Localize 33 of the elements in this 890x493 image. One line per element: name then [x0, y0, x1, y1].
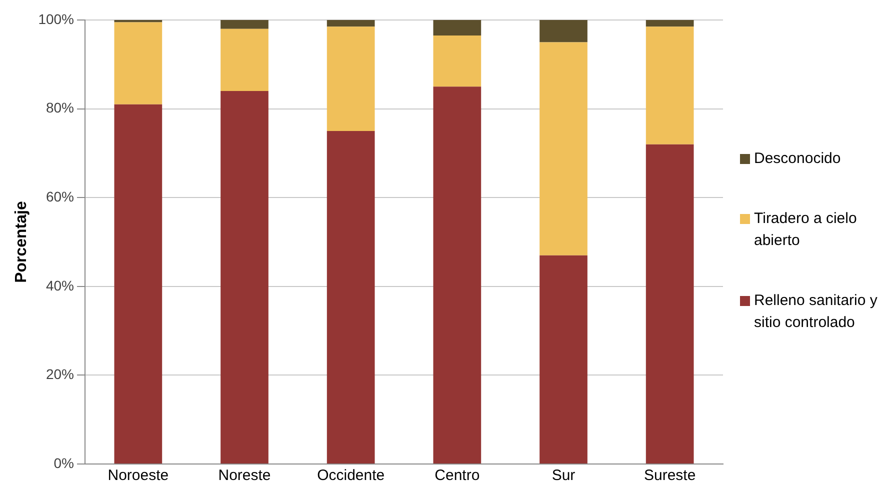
x-tick-label: Centro — [434, 467, 480, 484]
bar — [220, 28, 268, 92]
bar — [433, 36, 482, 87]
bar — [114, 22, 162, 104]
y-tick-label: 20% — [46, 366, 74, 382]
x-tick-label: Sur — [552, 467, 576, 484]
bar — [540, 42, 588, 256]
legend-label: Relleno sanitario y sitio controlado — [754, 291, 878, 333]
y-tick-label: 80% — [46, 100, 74, 116]
bar — [326, 131, 375, 464]
legend-label: Desconocido — [754, 149, 841, 169]
x-tick-label: Noroeste — [108, 467, 169, 484]
y-axis-title: Porcentaje — [13, 200, 30, 283]
bar — [220, 91, 268, 464]
bar — [646, 26, 694, 144]
bar — [326, 26, 375, 131]
y-tick-label: 60% — [46, 188, 74, 204]
bar — [433, 86, 482, 464]
bar — [433, 20, 482, 36]
bar — [540, 255, 588, 464]
bar — [114, 104, 162, 464]
x-tick-label: Noreste — [218, 467, 271, 484]
bar — [326, 20, 375, 27]
bar — [646, 20, 694, 27]
bar — [540, 20, 588, 42]
y-tick-label: 100% — [38, 10, 74, 27]
bar — [646, 144, 694, 464]
bar — [220, 20, 268, 29]
x-tick-label: Occidente — [317, 467, 385, 484]
x-tick-label: Sureste — [644, 467, 696, 484]
y-tick-label: 40% — [46, 277, 74, 294]
legend-label: Tiradero a cielo abierto — [754, 209, 858, 251]
y-tick-label: 0% — [54, 454, 74, 471]
